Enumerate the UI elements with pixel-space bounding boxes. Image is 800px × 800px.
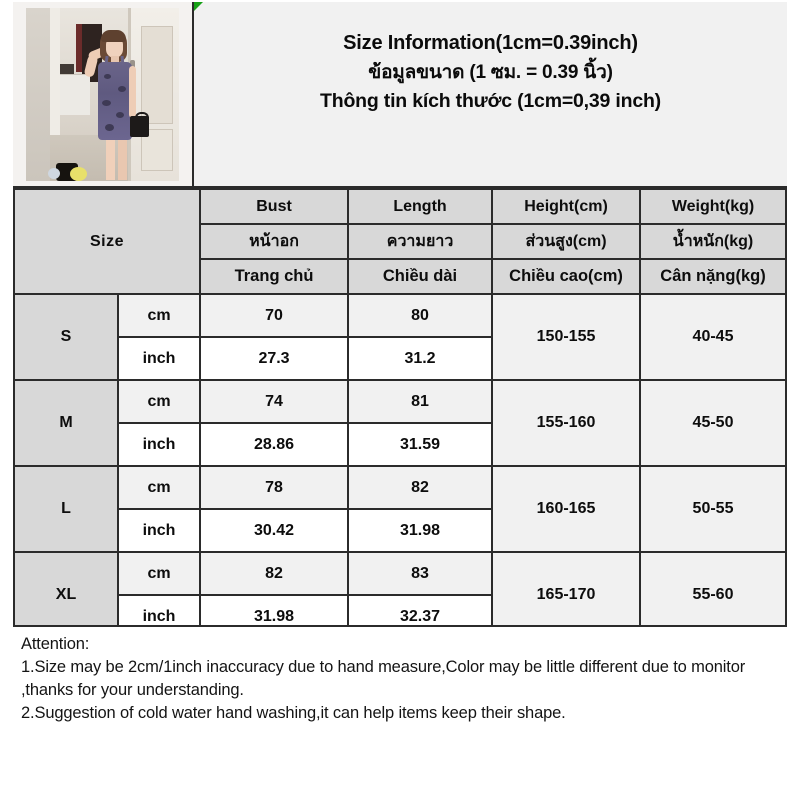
height-range-xl: 165-170	[491, 551, 642, 639]
unit-cell-inch: inch	[116, 422, 202, 467]
attention-heading: Attention:	[21, 635, 90, 653]
bust-inch-l: 30.42	[199, 508, 350, 553]
height-range-m: 155-160	[491, 379, 642, 467]
header-weight-th: น้ำหนัก(kg)	[639, 223, 788, 260]
header-row-english: Size Bust Length Height(cm) Weight(kg)	[12, 188, 788, 295]
attention-note-2: 2.Suggestion of cold water hand washing,…	[21, 704, 566, 722]
size-table: Size Bust Length Height(cm) Weight(kg) ห…	[12, 188, 788, 639]
title-cell: Size Information(1cm=0.39inch) ข้อมูลขนา…	[194, 2, 787, 186]
unit-cell-cm: cm	[116, 379, 202, 424]
table-row: M cm 74 81 155-160 45-50	[13, 379, 788, 467]
attention-block: Attention: 1.Size may be 2cm/1inch inacc…	[13, 625, 787, 787]
header-band: Size Information(1cm=0.39inch) ข้อมูลขนา…	[13, 2, 787, 188]
table-row: inch 27.3 31.2	[14, 336, 786, 381]
size-cell-m: M	[13, 379, 119, 467]
size-cell-xl: XL	[13, 551, 119, 639]
length-inch-l: 31.98	[347, 508, 494, 553]
bust-inch-m: 28.86	[199, 422, 350, 467]
unit-cell-inch: inch	[116, 336, 202, 381]
header-row-thai: หน้าอก ความยาว ส่วนสูง(cm) น้ำหนัก(kg)	[14, 223, 788, 260]
green-corner-marker-icon	[194, 2, 203, 11]
header-row-vietnamese: Trang chủ Chiều dài Chiều cao(cm) Cân nặ…	[14, 258, 788, 295]
title-vietnamese: Thông tin kích thước (1cm=0,39 inch)	[320, 89, 661, 112]
table-row: S cm 70 80 150-155 40-45	[13, 293, 788, 381]
weight-range-xl: 55-60	[639, 551, 788, 639]
title-english: Size Information(1cm=0.39inch)	[343, 31, 638, 54]
attention-note-1: 1.Size may be 2cm/1inch inaccuracy due t…	[21, 658, 746, 699]
table-row: L cm 78 82 160-165 50-55	[13, 465, 788, 553]
weight-range-l: 50-55	[639, 465, 788, 553]
table-row: XL cm 82 83 165-170 55-60	[13, 551, 788, 639]
weight-range-s: 40-45	[639, 293, 788, 381]
length-cm-m: 81	[347, 379, 494, 424]
bust-cm-s: 70	[199, 293, 350, 338]
title-thai: ข้อมูลขนาด (1 ซม. = 0.39 นิ้ว)	[368, 61, 613, 83]
product-photo	[26, 7, 179, 181]
header-bust-th: หน้าอก	[199, 223, 350, 260]
header-weight-en: Weight(kg)	[639, 188, 788, 225]
table-row: inch 28.86 31.59	[14, 422, 786, 467]
unit-cell-cm: cm	[116, 293, 202, 338]
header-length-th: ความยาว	[347, 223, 494, 260]
bust-inch-s: 27.3	[199, 336, 350, 381]
table-row: inch 30.42 31.98	[14, 508, 786, 553]
header-height-en: Height(cm)	[491, 188, 642, 225]
size-cell-l: L	[13, 465, 119, 553]
header-weight-vi: Cân nặng(kg)	[639, 258, 788, 295]
header-bust-vi: Trang chủ	[199, 258, 350, 295]
bust-cm-xl: 82	[199, 551, 350, 596]
header-bust-en: Bust	[199, 188, 350, 225]
length-inch-m: 31.59	[347, 422, 494, 467]
header-height-vi: Chiều cao(cm)	[491, 258, 642, 295]
unit-cell-cm: cm	[116, 465, 202, 510]
product-photo-cell	[13, 2, 194, 186]
bust-cm-m: 74	[199, 379, 350, 424]
unit-cell-cm: cm	[116, 551, 202, 596]
length-cm-s: 80	[347, 293, 494, 338]
height-range-l: 160-165	[491, 465, 642, 553]
length-cm-xl: 83	[347, 551, 494, 596]
height-range-s: 150-155	[491, 293, 642, 381]
length-cm-l: 82	[347, 465, 494, 510]
header-size-label: Size	[12, 188, 202, 295]
length-inch-s: 31.2	[347, 336, 494, 381]
header-height-th: ส่วนสูง(cm)	[491, 223, 642, 260]
header-length-vi: Chiều dài	[347, 258, 494, 295]
header-length-en: Length	[347, 188, 494, 225]
bust-cm-l: 78	[199, 465, 350, 510]
unit-cell-inch: inch	[116, 508, 202, 553]
weight-range-m: 45-50	[639, 379, 788, 467]
size-cell-s: S	[13, 293, 119, 381]
